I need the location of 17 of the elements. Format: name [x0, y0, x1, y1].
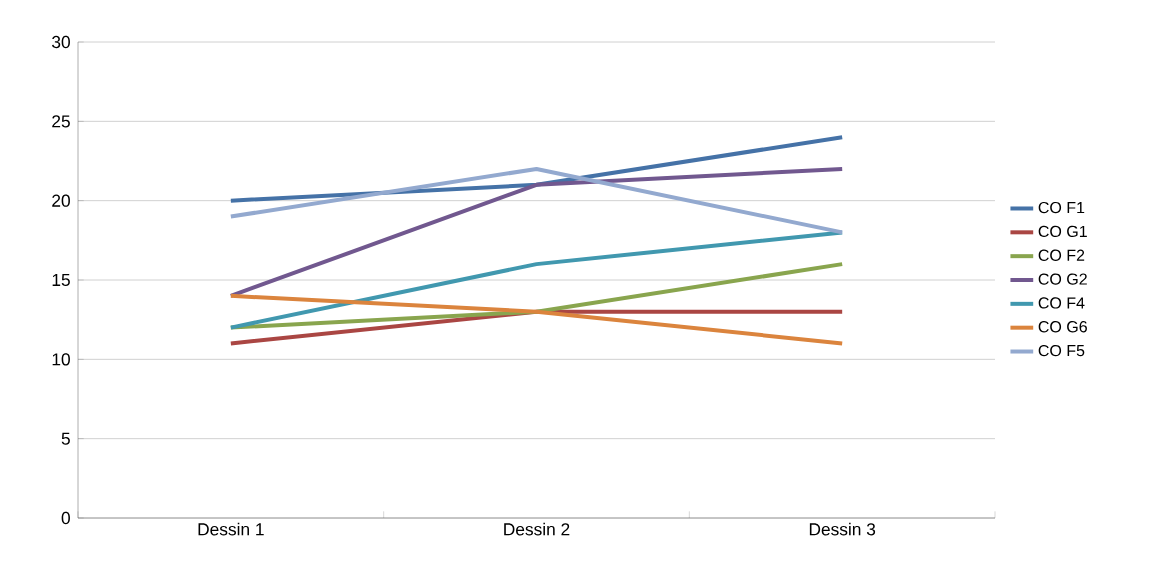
x-tick-label: Dessin 2 — [504, 522, 570, 536]
x-tick-label: Dessin 3 — [809, 522, 876, 536]
y-tick-label: 25 — [52, 115, 70, 128]
y-tick-label: 15 — [52, 273, 70, 287]
legend-label: CO G6 — [1038, 321, 1087, 333]
legend-label: CO F1 — [1038, 201, 1085, 214]
legend-label: CO F2 — [1038, 249, 1085, 261]
y-tick-label: 30 — [52, 35, 70, 49]
legend-label: CO G1 — [1038, 225, 1087, 238]
x-tick-label: Dessin 1 — [198, 522, 264, 536]
legend-label: CO F5 — [1038, 344, 1085, 357]
y-tick-label: 10 — [52, 353, 70, 366]
y-tick-label: 20 — [52, 194, 70, 207]
legend-label: CO F4 — [1038, 297, 1085, 309]
y-tick-label: 5 — [61, 432, 70, 445]
legend-label: CO G2 — [1038, 273, 1087, 285]
y-tick-label: 0 — [61, 511, 70, 525]
